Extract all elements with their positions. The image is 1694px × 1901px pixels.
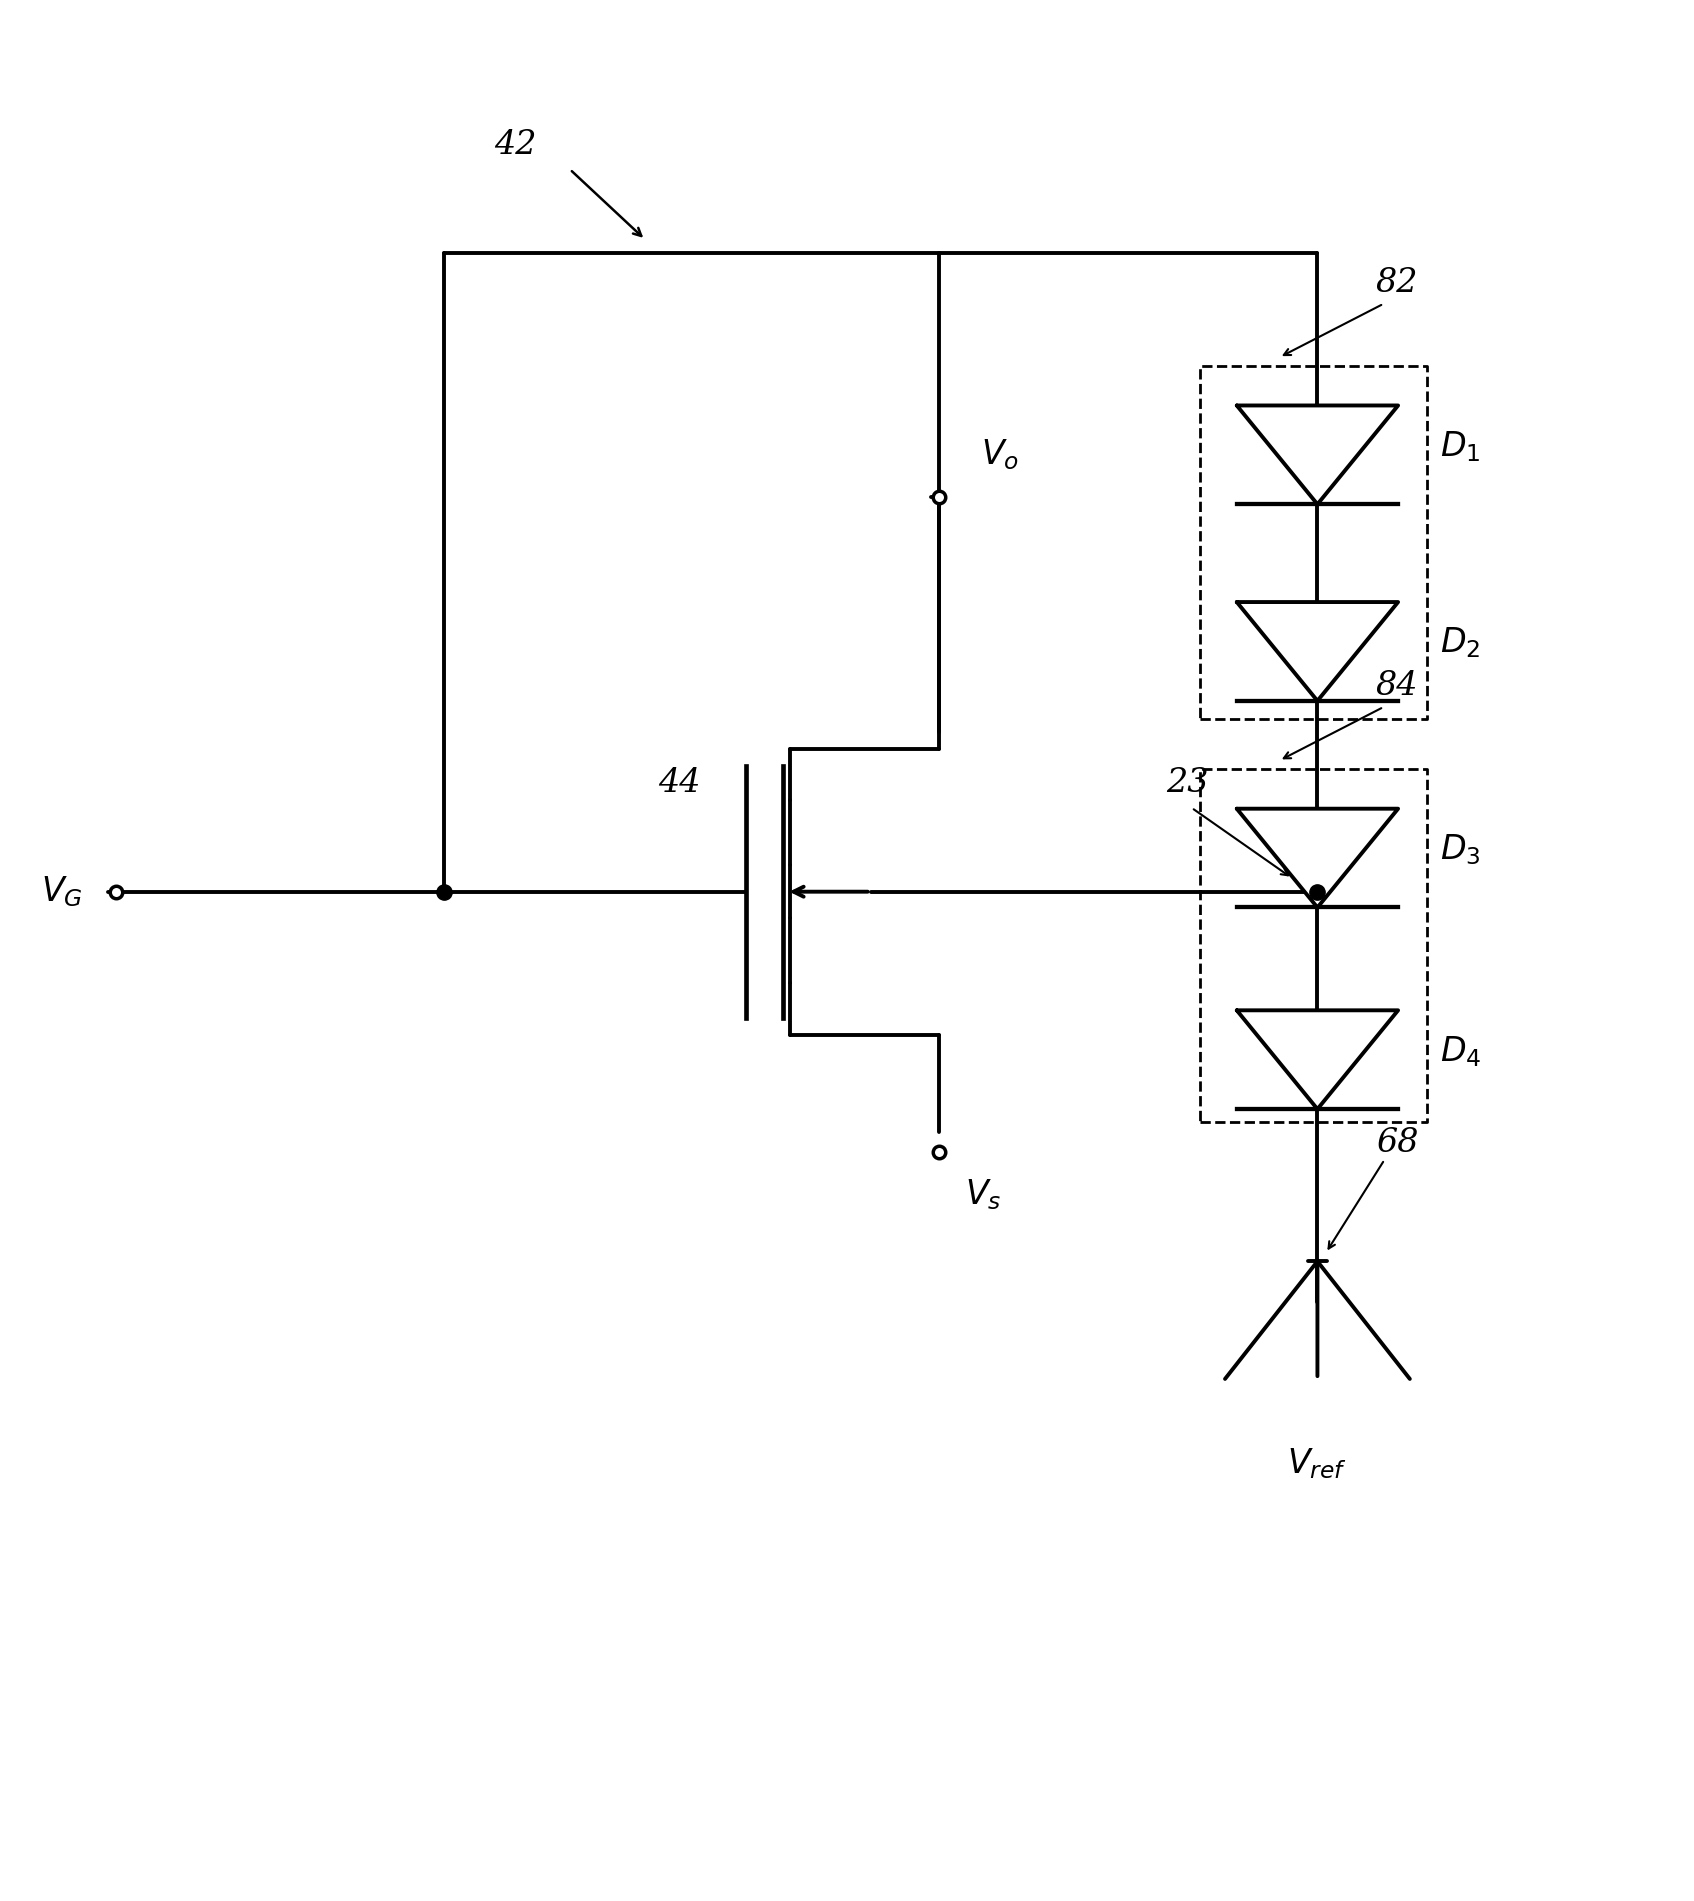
Text: $D_4$: $D_4$ bbox=[1440, 1034, 1482, 1068]
Text: $V_s$: $V_s$ bbox=[964, 1177, 1001, 1213]
Text: $V_o$: $V_o$ bbox=[981, 437, 1020, 471]
Text: 42: 42 bbox=[493, 129, 537, 162]
Text: $D_2$: $D_2$ bbox=[1440, 625, 1481, 660]
Polygon shape bbox=[1237, 808, 1398, 907]
Text: $V_G$: $V_G$ bbox=[41, 874, 83, 909]
Text: 84: 84 bbox=[1376, 669, 1418, 701]
Text: 44: 44 bbox=[657, 768, 700, 798]
Text: $V_{ref}$: $V_{ref}$ bbox=[1287, 1447, 1347, 1481]
Text: 82: 82 bbox=[1376, 266, 1418, 298]
Polygon shape bbox=[1237, 405, 1398, 504]
Text: 23: 23 bbox=[1165, 768, 1210, 798]
Text: 68: 68 bbox=[1376, 1127, 1420, 1160]
Text: $D_3$: $D_3$ bbox=[1440, 833, 1481, 867]
Polygon shape bbox=[1237, 603, 1398, 701]
Polygon shape bbox=[1237, 1009, 1398, 1108]
Text: $D_1$: $D_1$ bbox=[1440, 430, 1481, 464]
